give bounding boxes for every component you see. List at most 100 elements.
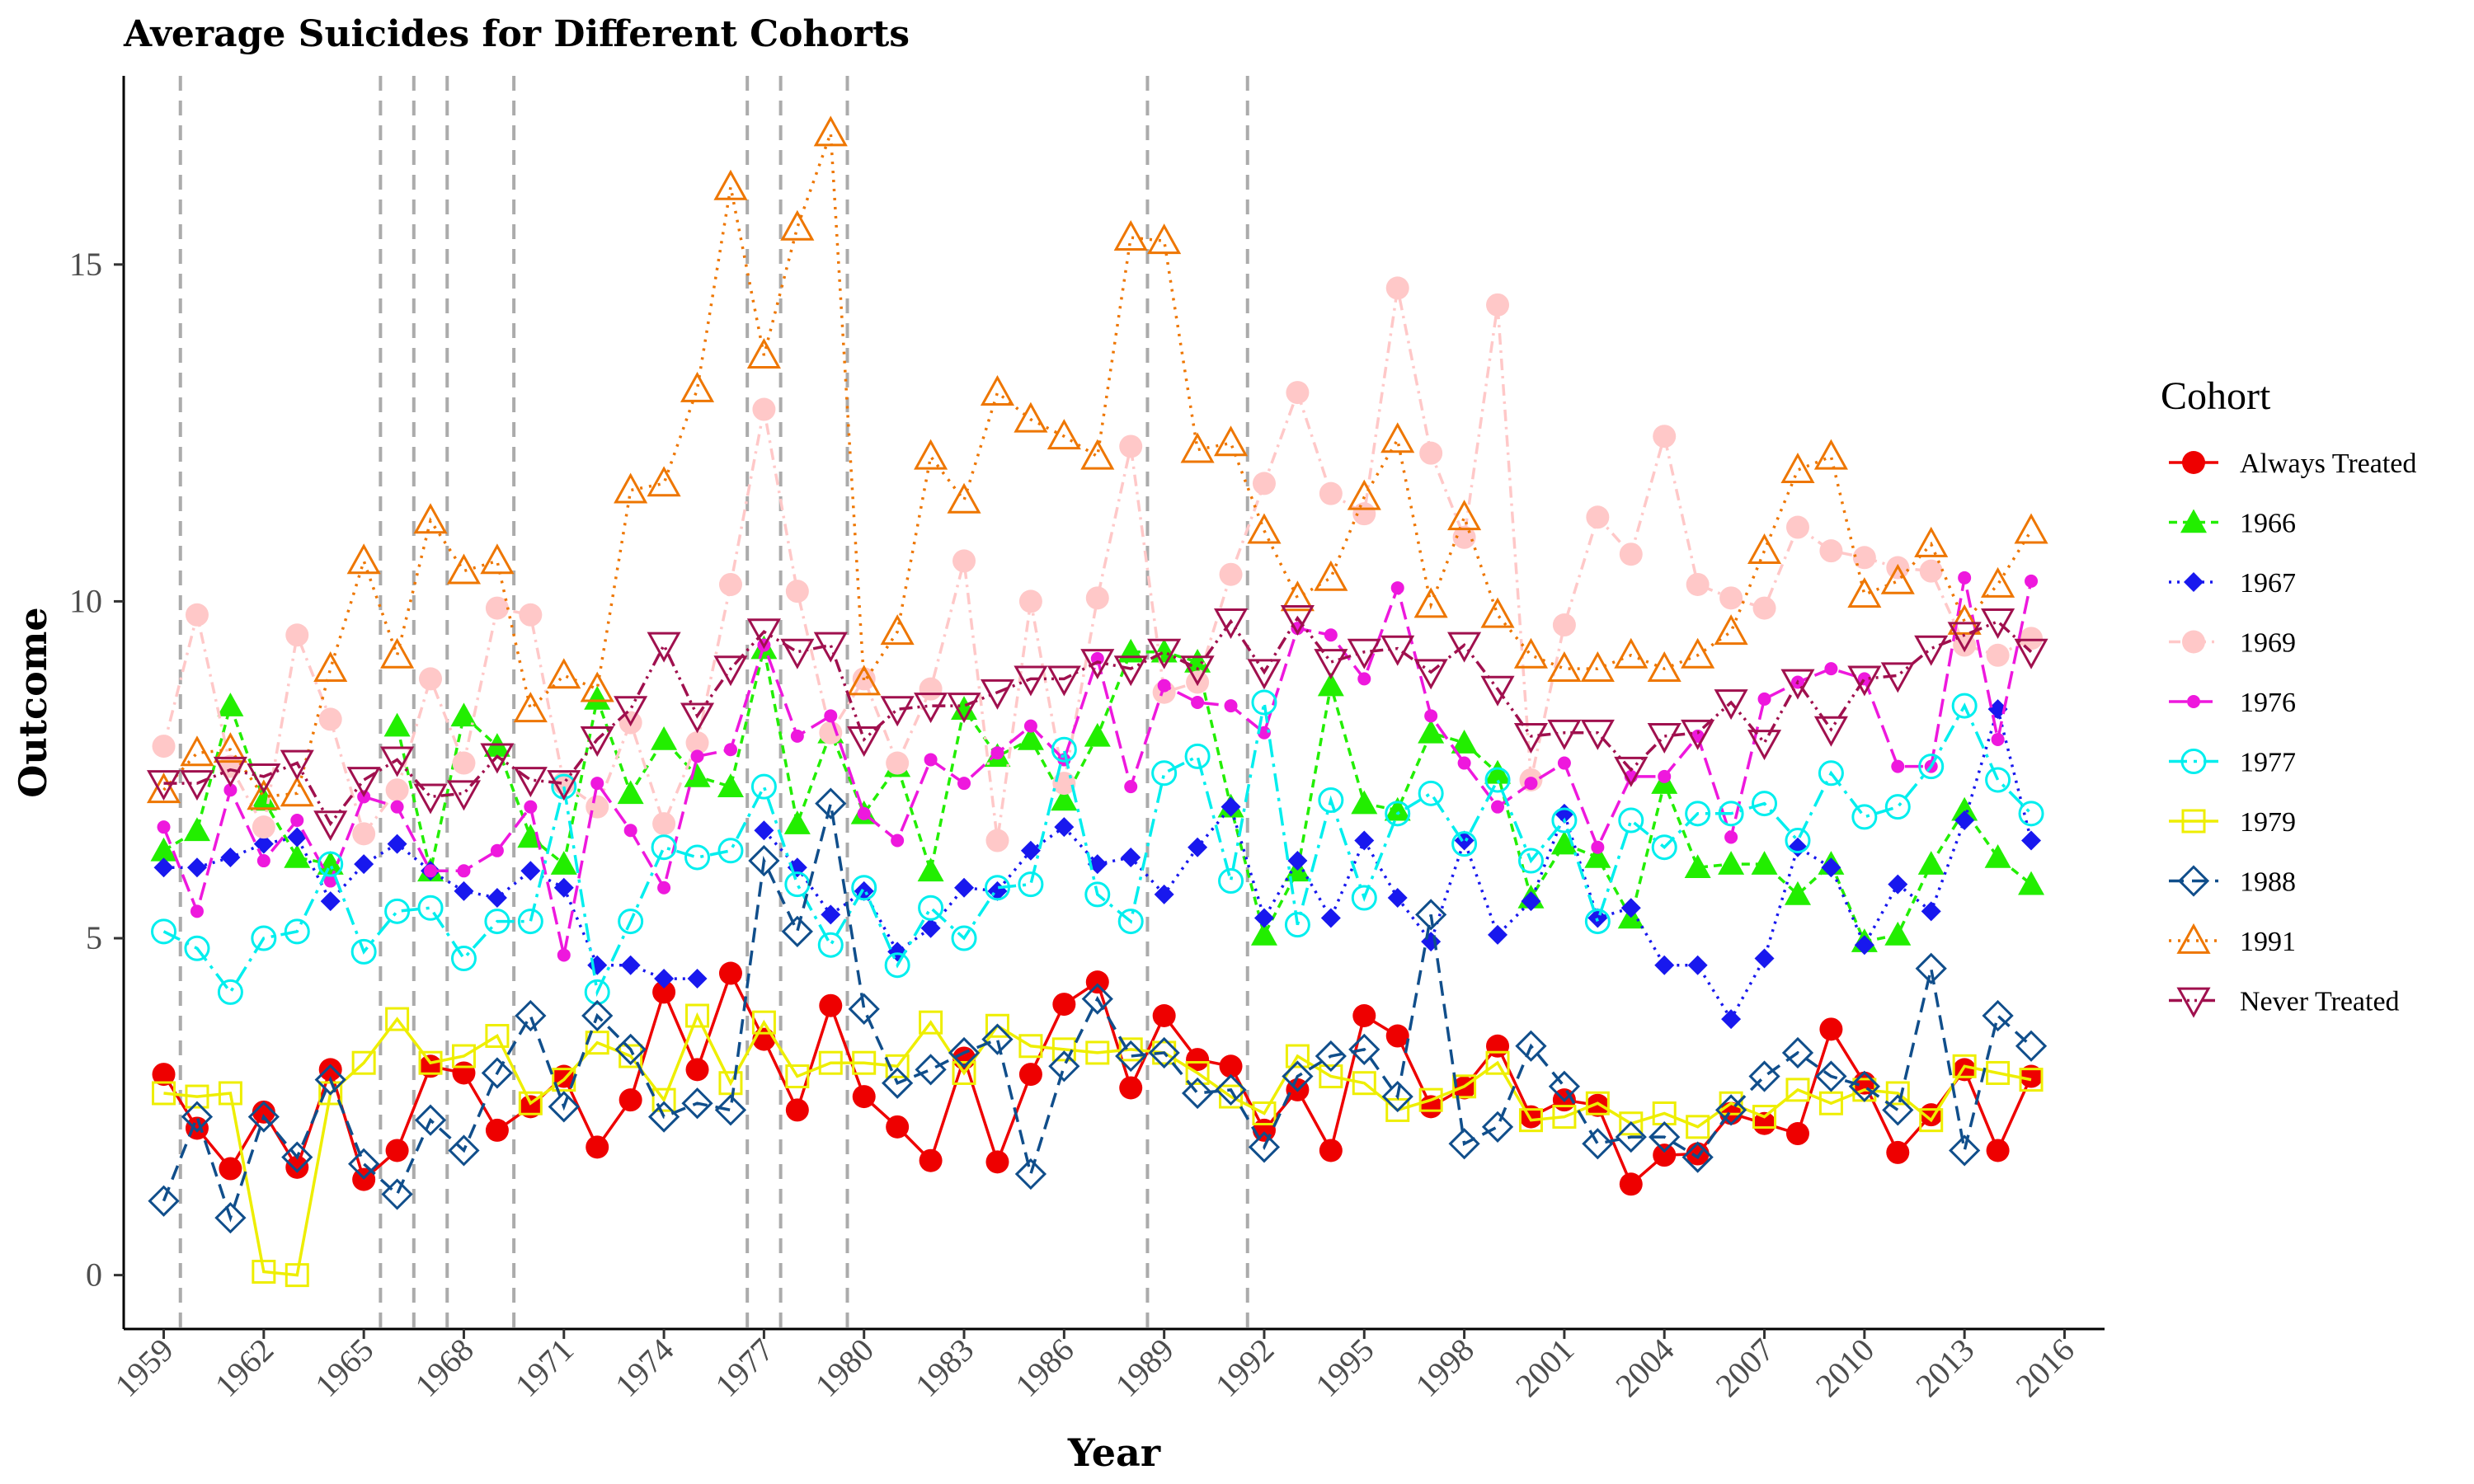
data-point: [618, 1088, 642, 1112]
data-point: [984, 875, 1010, 901]
chart-title: Average Suicides for Different Cohorts: [123, 13, 910, 55]
data-point: [852, 1085, 876, 1109]
data-point: [2182, 451, 2205, 474]
data-point: [857, 806, 871, 820]
series-1988: [148, 787, 2048, 1234]
data-point: [1319, 1139, 1343, 1162]
data-point: [1280, 604, 1315, 636]
data-point: [1958, 571, 1972, 585]
data-point: [1649, 1120, 1681, 1153]
data-point: [1084, 722, 1111, 747]
data-point: [1614, 756, 1649, 787]
series-line: [163, 1012, 2032, 1277]
data-point: [1085, 1040, 1110, 1065]
data-point: [1247, 659, 1282, 690]
data-point: [1385, 801, 1411, 827]
data-point: [647, 466, 681, 497]
x-tick-label: 2016: [2008, 1331, 2081, 1404]
data-point: [685, 1058, 709, 1082]
data-point: [1891, 759, 1905, 773]
data-point: [614, 1033, 647, 1065]
data-point: [418, 1050, 443, 1075]
series-1991: [146, 115, 2048, 810]
data-point: [1784, 881, 1811, 905]
data-point: [817, 932, 844, 958]
data-point: [1888, 874, 1908, 895]
data-point: [1687, 955, 1708, 975]
data-point: [819, 993, 843, 1017]
data-point: [280, 749, 314, 781]
data-point: [557, 948, 571, 962]
data-point: [1658, 769, 1672, 783]
data-point: [1548, 1070, 1581, 1102]
data-point: [1448, 1128, 1480, 1160]
legend-label: 1991: [2240, 927, 2296, 957]
data-point: [951, 696, 978, 720]
legend-item-1969: 1969: [2169, 628, 2296, 659]
x-tick-label: 1995: [1308, 1331, 1380, 1404]
data-point: [718, 961, 742, 985]
data-point: [1252, 472, 1276, 495]
data-point: [218, 1081, 242, 1106]
legend-items: Always Treated 1966 1967 1969 1976 1977 1979 19…: [2169, 448, 2416, 1018]
data-point: [654, 969, 675, 989]
data-point: [1352, 1004, 1376, 1027]
data-point: [1354, 830, 1375, 851]
data-point: [751, 1010, 776, 1035]
data-point: [380, 746, 415, 777]
data-point: [584, 685, 611, 710]
data-point: [450, 946, 477, 972]
data-point: [1085, 586, 1109, 610]
data-point: [1580, 719, 1615, 750]
data-point: [1023, 719, 1037, 733]
data-point: [1380, 422, 1415, 453]
data-point: [1854, 935, 1874, 956]
data-point: [1385, 1024, 1409, 1048]
data-point: [947, 693, 981, 724]
data-point: [920, 918, 941, 938]
data-point: [1557, 756, 1571, 770]
data-point: [1721, 1009, 1742, 1030]
data-point: [1248, 1131, 1281, 1163]
data-point: [1121, 847, 1141, 867]
data-point: [1418, 780, 1444, 806]
data-point: [1614, 637, 1649, 669]
data-point: [451, 1044, 476, 1068]
data-point: [513, 692, 548, 723]
data-point: [487, 887, 507, 908]
data-point: [1821, 857, 1841, 878]
data-point: [824, 709, 838, 723]
data-point: [1647, 651, 1681, 683]
data-point: [157, 820, 171, 834]
data-point: [1347, 638, 1381, 669]
data-point: [780, 638, 815, 669]
data-point: [1681, 1141, 1714, 1173]
data-point: [1619, 1172, 1643, 1196]
data-point: [2184, 572, 2204, 592]
legend-label: 1967: [2240, 568, 2296, 599]
data-point: [1580, 651, 1615, 683]
data-point: [1251, 689, 1277, 716]
x-tick-label: 2007: [1709, 1331, 1781, 1404]
data-point: [1317, 672, 1344, 697]
data-point: [685, 1003, 710, 1028]
data-point: [651, 1087, 676, 1112]
data-point: [385, 1139, 409, 1162]
data-point: [285, 1263, 309, 1288]
data-point: [813, 632, 848, 663]
data-point: [1052, 993, 1076, 1017]
data-point: [717, 773, 744, 797]
data-point: [1880, 662, 1915, 693]
data-point: [1982, 999, 2014, 1032]
data-point: [548, 1091, 580, 1123]
legend-item-1976: 1976: [2169, 688, 2296, 718]
data-point: [651, 726, 678, 750]
data-point: [1491, 800, 1505, 814]
data-point: [1054, 817, 1075, 838]
data-point: [1314, 560, 1348, 591]
data-point: [815, 787, 847, 819]
data-point: [350, 938, 377, 965]
data-point: [2176, 987, 2211, 1018]
data-point: [746, 338, 781, 369]
data-point: [848, 993, 880, 1025]
